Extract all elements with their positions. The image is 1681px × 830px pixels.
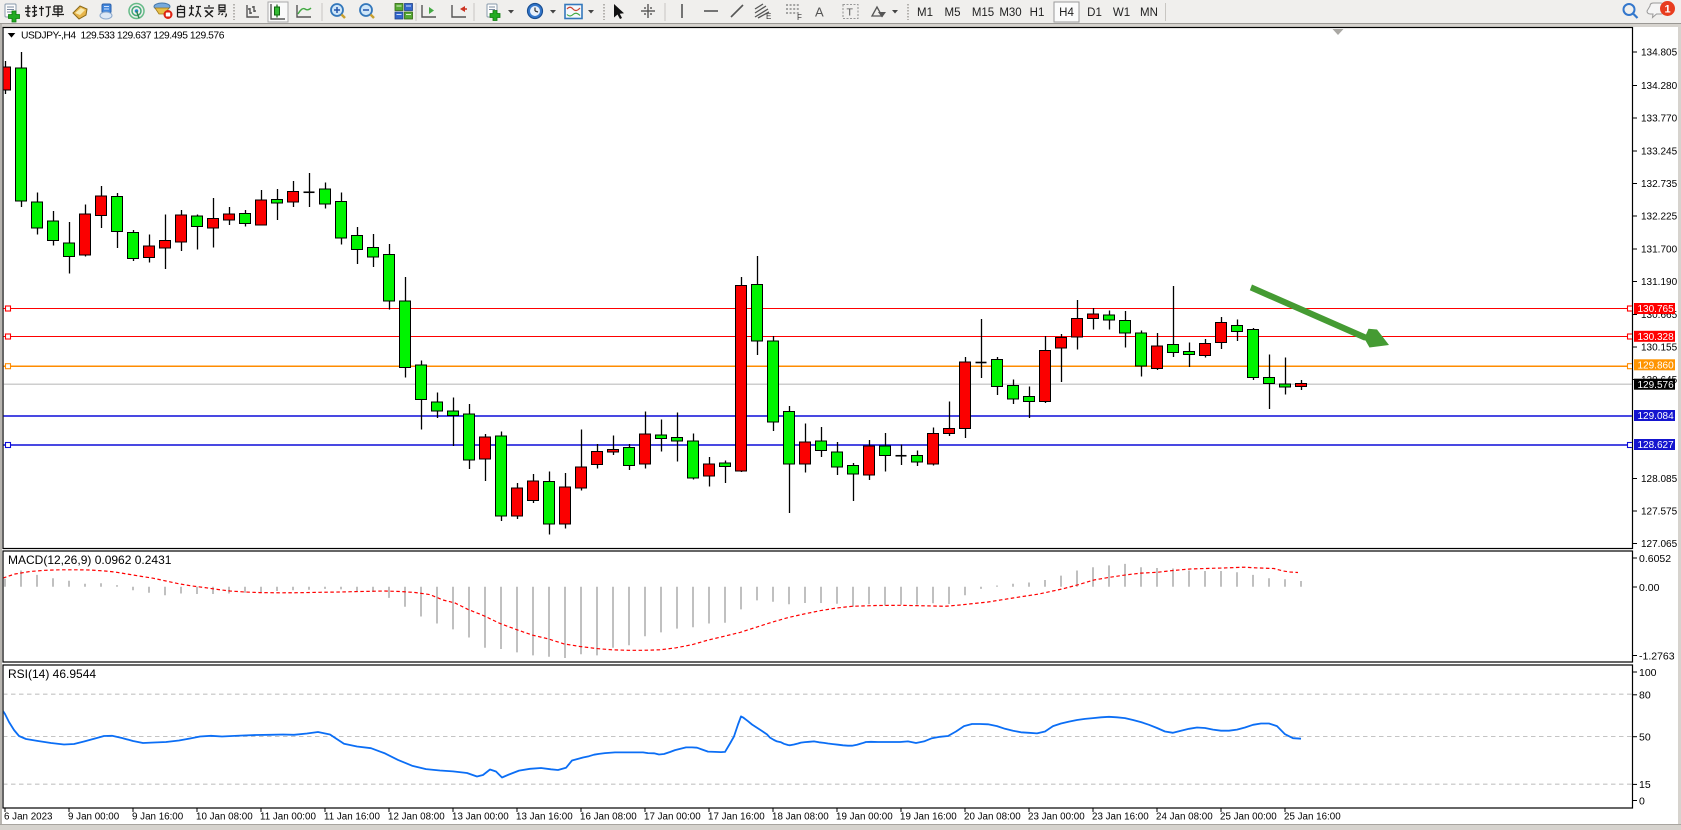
svg-text:USDJPY-,H4 129.533 129.637 12: USDJPY-,H4 129.533 129.637 129.495 129.5… [21,31,225,42]
svg-text:131.190: 131.190 [1641,277,1678,288]
svg-text:6 Jan 2023: 6 Jan 2023 [4,812,53,823]
svg-text:25 Jan 16:00: 25 Jan 16:00 [1284,812,1341,823]
svg-text:F: F [797,13,802,22]
svg-text:H1: H1 [1030,7,1045,19]
svg-text:129.576: 129.576 [1638,380,1675,391]
svg-text:129.860: 129.860 [1638,360,1675,371]
svg-text:M15: M15 [972,7,994,19]
svg-text:131.700: 131.700 [1641,245,1678,256]
svg-text:9 Jan 00:00: 9 Jan 00:00 [68,812,120,823]
svg-text:RSI(14) 46.9544: RSI(14) 46.9544 [8,667,96,681]
svg-text:128.085: 128.085 [1641,474,1678,485]
svg-text:12 Jan 08:00: 12 Jan 08:00 [388,812,445,823]
svg-text:24 Jan 08:00: 24 Jan 08:00 [1156,812,1213,823]
svg-text:-1.2763: -1.2763 [1639,650,1675,662]
svg-text:D1: D1 [1087,7,1102,19]
svg-text:132.735: 132.735 [1641,179,1678,190]
svg-text:127.065: 127.065 [1641,539,1678,550]
svg-text:17 Jan 16:00: 17 Jan 16:00 [708,812,765,823]
svg-text:130.665: 130.665 [1641,310,1678,321]
svg-text:W1: W1 [1113,7,1130,19]
svg-text:E: E [766,12,771,21]
svg-text:132.225: 132.225 [1641,212,1678,223]
svg-text:23 Jan 00:00: 23 Jan 00:00 [1028,812,1085,823]
svg-text:15: 15 [1639,779,1651,791]
svg-text:13 Jan 16:00: 13 Jan 16:00 [516,812,573,823]
svg-text:128.627: 128.627 [1638,440,1675,451]
svg-text:134.805: 134.805 [1641,48,1678,59]
svg-text:1: 1 [1664,4,1670,16]
svg-text:M5: M5 [945,7,961,19]
svg-text:MACD(12,26,9) 0.0962 0.2431: MACD(12,26,9) 0.0962 0.2431 [8,553,172,567]
svg-text:M30: M30 [999,7,1021,19]
svg-text:T: T [847,7,854,19]
svg-text:100: 100 [1639,667,1657,679]
svg-text:0.6052: 0.6052 [1639,553,1671,565]
svg-text:0.00: 0.00 [1639,582,1660,594]
svg-text:H4: H4 [1059,7,1074,19]
svg-text:0: 0 [1639,795,1645,807]
svg-text:9 Jan 16:00: 9 Jan 16:00 [132,812,184,823]
svg-text:18 Jan 08:00: 18 Jan 08:00 [772,812,829,823]
svg-text:13 Jan 00:00: 13 Jan 00:00 [452,812,509,823]
svg-text:16 Jan 08:00: 16 Jan 08:00 [580,812,637,823]
svg-text:133.770: 133.770 [1641,114,1678,125]
svg-text:20 Jan 08:00: 20 Jan 08:00 [964,812,1021,823]
svg-text:A: A [815,5,824,20]
svg-text:80: 80 [1639,690,1651,702]
svg-text:11 Jan 16:00: 11 Jan 16:00 [324,812,380,823]
svg-text:127.575: 127.575 [1641,507,1678,518]
svg-text:130.155: 130.155 [1641,343,1678,354]
svg-text:M1: M1 [917,7,933,19]
svg-text:25 Jan 00:00: 25 Jan 00:00 [1220,812,1277,823]
svg-text:129.084: 129.084 [1638,411,1675,422]
svg-text:134.280: 134.280 [1641,81,1678,92]
svg-text:130.765: 130.765 [1638,304,1675,315]
svg-text:50: 50 [1639,732,1651,744]
svg-text:11 Jan 00:00: 11 Jan 00:00 [260,812,316,823]
svg-text:17 Jan 00:00: 17 Jan 00:00 [644,812,701,823]
svg-text:19 Jan 00:00: 19 Jan 00:00 [836,812,893,823]
svg-text:133.245: 133.245 [1641,147,1678,158]
svg-text:10 Jan 08:00: 10 Jan 08:00 [196,812,253,823]
svg-text:130.328: 130.328 [1638,332,1675,343]
svg-text:19 Jan 16:00: 19 Jan 16:00 [900,812,957,823]
svg-text:23 Jan 16:00: 23 Jan 16:00 [1092,812,1149,823]
svg-text:MN: MN [1140,7,1158,19]
